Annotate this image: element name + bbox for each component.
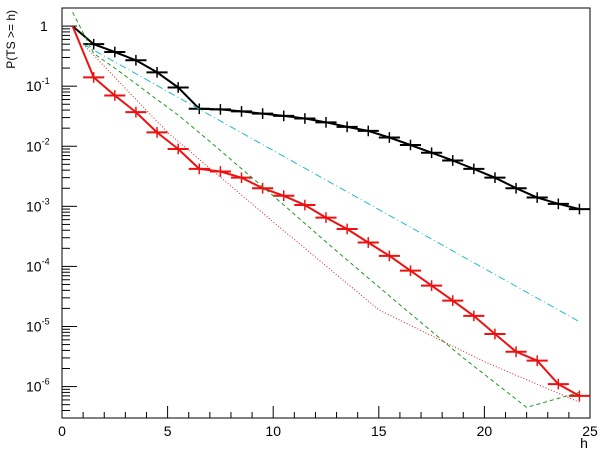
x-tick-label: 10	[265, 423, 281, 439]
x-axis-title: h	[580, 435, 588, 451]
series-lines	[71, 11, 590, 408]
series-line-dotted	[82, 43, 580, 403]
series-line-dashed	[72, 11, 580, 408]
y-axis-title: P(TS >= h)	[4, 10, 18, 69]
plot-frame	[61, 7, 591, 419]
axis-ticks	[61, 7, 591, 419]
y-tick-label: 10-3	[26, 196, 50, 214]
x-tick-label: 5	[164, 423, 172, 439]
y-tick-label: 10-6	[26, 377, 50, 395]
y-tick-label: 10-4	[26, 256, 50, 274]
y-tick-label: 10-5	[26, 317, 50, 335]
y-tick-label: 1	[40, 18, 48, 34]
series-line-step-errorbar	[71, 25, 580, 397]
x-tick-label: 25	[582, 423, 598, 439]
y-tick-label: 10-2	[26, 136, 50, 154]
x-tick-label: 15	[371, 423, 387, 439]
y-tick-label: 10-1	[26, 76, 50, 94]
x-tick-label: 0	[58, 423, 66, 439]
series-line-dash-dot	[82, 43, 580, 323]
tick-labels: 0 5 10 15 20 25 1 10-1 10-2 10-3 10-4 10-5 10-6	[26, 18, 598, 439]
x-tick-label: 20	[477, 423, 493, 439]
